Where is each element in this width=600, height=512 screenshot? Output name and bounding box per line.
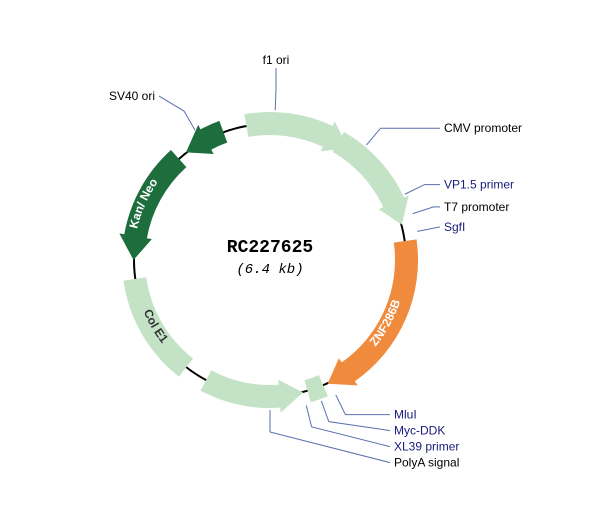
leader-vp15 — [405, 185, 440, 195]
segment-kan — [119, 150, 186, 260]
leader-f1ori_l — [275, 68, 276, 110]
leader-sgfi — [417, 227, 440, 231]
callout-xl39: XL39 primer — [394, 440, 459, 454]
segment-polyA — [201, 370, 304, 412]
segment-mycddk — [304, 375, 327, 402]
leader-polya_l — [270, 410, 390, 463]
leader-xl39 — [306, 406, 390, 447]
leader-myc — [321, 401, 390, 431]
plasmid-map: ZNF286BCol E1Kan/ NeoCMV promoterVP1.5 p… — [0, 0, 600, 512]
leader-t7 — [413, 207, 440, 214]
leader-sv40_l — [159, 96, 195, 130]
callout-polya_l: PolyA signal — [394, 456, 459, 470]
plasmid-size: (6.4 kb) — [190, 262, 350, 278]
callout-sgfi: SgfI — [444, 220, 465, 234]
callout-sv40_l: SV40 ori — [109, 89, 155, 103]
callout-t7: T7 promoter — [444, 200, 509, 214]
callout-vp15: VP1.5 primer — [444, 178, 514, 192]
callout-f1ori_l: f1 ori — [263, 53, 290, 67]
callout-mlui: MluI — [394, 408, 417, 422]
segment-f1ori — [244, 112, 348, 151]
leader-cmv_l — [366, 128, 440, 145]
callout-cmv_l: CMV promoter — [444, 121, 522, 135]
callout-myc: Myc-DDK — [394, 424, 445, 438]
plasmid-name: RC227625 — [190, 238, 350, 258]
leader-mlui — [336, 395, 390, 415]
